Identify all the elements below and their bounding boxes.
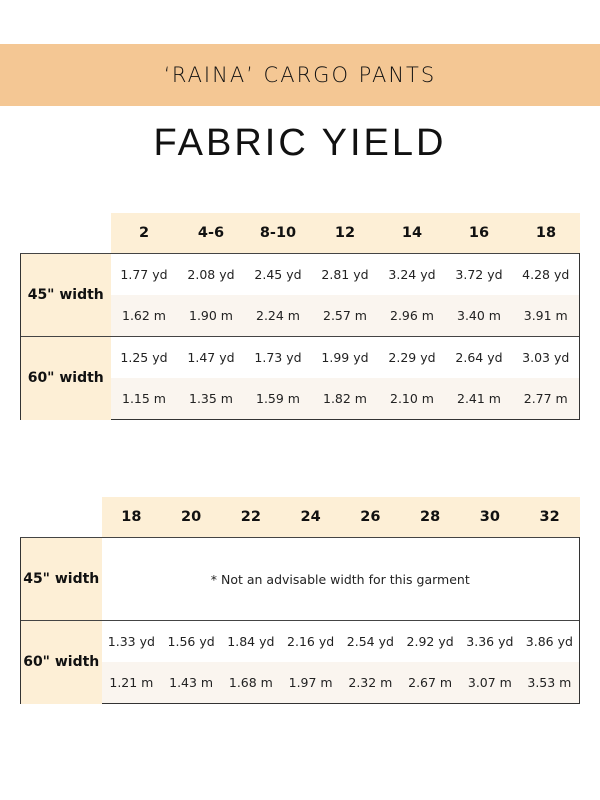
yardage-cell: 3.72 yd [445, 253, 513, 295]
size-header: 8-10 [244, 213, 312, 254]
meterage-cell: 1.15 m [110, 378, 178, 420]
size-header: 24 [280, 497, 341, 538]
yardage-cell: 2.29 yd [378, 336, 446, 378]
page-title: FABRIC YIELD [153, 122, 447, 164]
size-header: 14 [378, 213, 446, 254]
yardage-cell: 3.36 yd [460, 620, 520, 662]
yardage-cell: 2.08 yd [177, 253, 245, 295]
size-header: 4-6 [177, 213, 245, 254]
meterage-cell: 1.62 m [110, 295, 178, 337]
not-advisable-note: * Not an advisable width for this garmen… [101, 537, 580, 621]
table-row-meters: 1.15 m 1.35 m 1.59 m 1.82 m 2.10 m 2.41 m 2.77… [21, 378, 580, 420]
size-header: 2 [110, 213, 178, 254]
meterage-cell: 2.67 m [400, 662, 460, 704]
yardage-cell: 1.73 yd [244, 336, 312, 378]
meterage-cell: 3.40 m [445, 295, 513, 337]
yardage-cell: 1.25 yd [110, 336, 178, 378]
size-header: 20 [161, 497, 221, 538]
yardage-cell: 2.54 yd [340, 620, 401, 662]
yardage-cell: 1.56 yd [161, 620, 221, 662]
size-header: 30 [460, 497, 520, 538]
yardage-cell: 1.77 yd [110, 253, 178, 295]
yardage-cell: 2.81 yd [311, 253, 379, 295]
meterage-cell: 3.53 m [519, 662, 580, 704]
yardage-cell: 1.33 yd [101, 620, 162, 662]
yardage-cell: 1.99 yd [311, 336, 379, 378]
size-header-row: 2 4-6 8-10 12 14 16 18 [21, 213, 580, 254]
size-header-row: 18 20 22 24 26 28 30 32 [21, 497, 580, 538]
table-row-meters: 1.21 m 1.43 m 1.68 m 1.97 m 2.32 m 2.67 m 3.07… [21, 662, 580, 704]
yardage-cell: 3.24 yd [378, 253, 446, 295]
meterage-cell: 1.68 m [221, 662, 281, 704]
yardage-cell: 2.92 yd [400, 620, 460, 662]
meterage-cell: 1.21 m [101, 662, 162, 704]
meterage-cell: 1.97 m [280, 662, 341, 704]
size-header: 16 [445, 213, 513, 254]
yardage-cell: 2.45 yd [244, 253, 312, 295]
header-corner [21, 497, 102, 538]
table-row-yards: 60" width 1.25 yd 1.47 yd 1.73 yd 1.99 yd 2.2… [20, 336, 580, 420]
yardage-cell: 2.16 yd [280, 620, 341, 662]
meterage-cell: 3.91 m [512, 295, 580, 337]
row-label: 60" width [20, 620, 102, 704]
row-label: 45" width [20, 537, 102, 621]
yardage-cell: 1.47 yd [177, 336, 245, 378]
size-header: 28 [400, 497, 460, 538]
size-header: 18 [512, 213, 580, 254]
meterage-cell: 1.59 m [244, 378, 312, 420]
yardage-cell: 1.84 yd [221, 620, 281, 662]
fabric-yield-table-large-sizes: 18 20 22 24 26 28 30 32 45" width * Not an advisa… [20, 497, 580, 704]
yardage-cell: 3.03 yd [512, 336, 580, 378]
meterage-cell: 2.41 m [445, 378, 513, 420]
size-header: 22 [221, 497, 281, 538]
meterage-cell: 2.96 m [378, 295, 446, 337]
meterage-cell: 2.57 m [311, 295, 379, 337]
meterage-cell: 1.35 m [177, 378, 245, 420]
meterage-cell: 1.90 m [177, 295, 245, 337]
table-row-yards: 60" width 1.33 yd 1.56 yd 1.84 yd 2.16 yd 2.5… [20, 620, 580, 704]
size-header: 12 [311, 213, 379, 254]
yardage-cell: 4.28 yd [512, 253, 580, 295]
size-header: 18 [101, 497, 162, 538]
meterage-cell: 2.77 m [512, 378, 580, 420]
size-header: 32 [519, 497, 580, 538]
table-row-meters: 1.62 m 1.90 m 2.24 m 2.57 m 2.96 m 3.40 m 3.91… [21, 295, 580, 337]
meterage-cell: 2.32 m [340, 662, 401, 704]
meterage-cell: 2.24 m [244, 295, 312, 337]
meterage-cell: 1.82 m [311, 378, 379, 420]
meterage-cell: 3.07 m [460, 662, 520, 704]
table-row-yards: 45" width 1.77 yd 2.08 yd 2.45 yd 2.81 yd 3.2… [20, 253, 580, 337]
yardage-cell: 2.64 yd [445, 336, 513, 378]
row-label: 60" width [20, 336, 111, 420]
size-header: 26 [340, 497, 401, 538]
header-corner [21, 213, 111, 254]
table-row: 45" width * Not an advisable width for th… [20, 537, 580, 621]
yardage-cell: 3.86 yd [519, 620, 580, 662]
meterage-cell: 1.43 m [161, 662, 221, 704]
pattern-name-banner: ‘RAINA’ CARGO PANTS [0, 44, 600, 106]
row-label: 45" width [20, 253, 111, 337]
meterage-cell: 2.10 m [378, 378, 446, 420]
fabric-yield-table-small-sizes: 2 4-6 8-10 12 14 16 18 45" width 1.77 yd 2.08 yd 2… [20, 213, 580, 420]
